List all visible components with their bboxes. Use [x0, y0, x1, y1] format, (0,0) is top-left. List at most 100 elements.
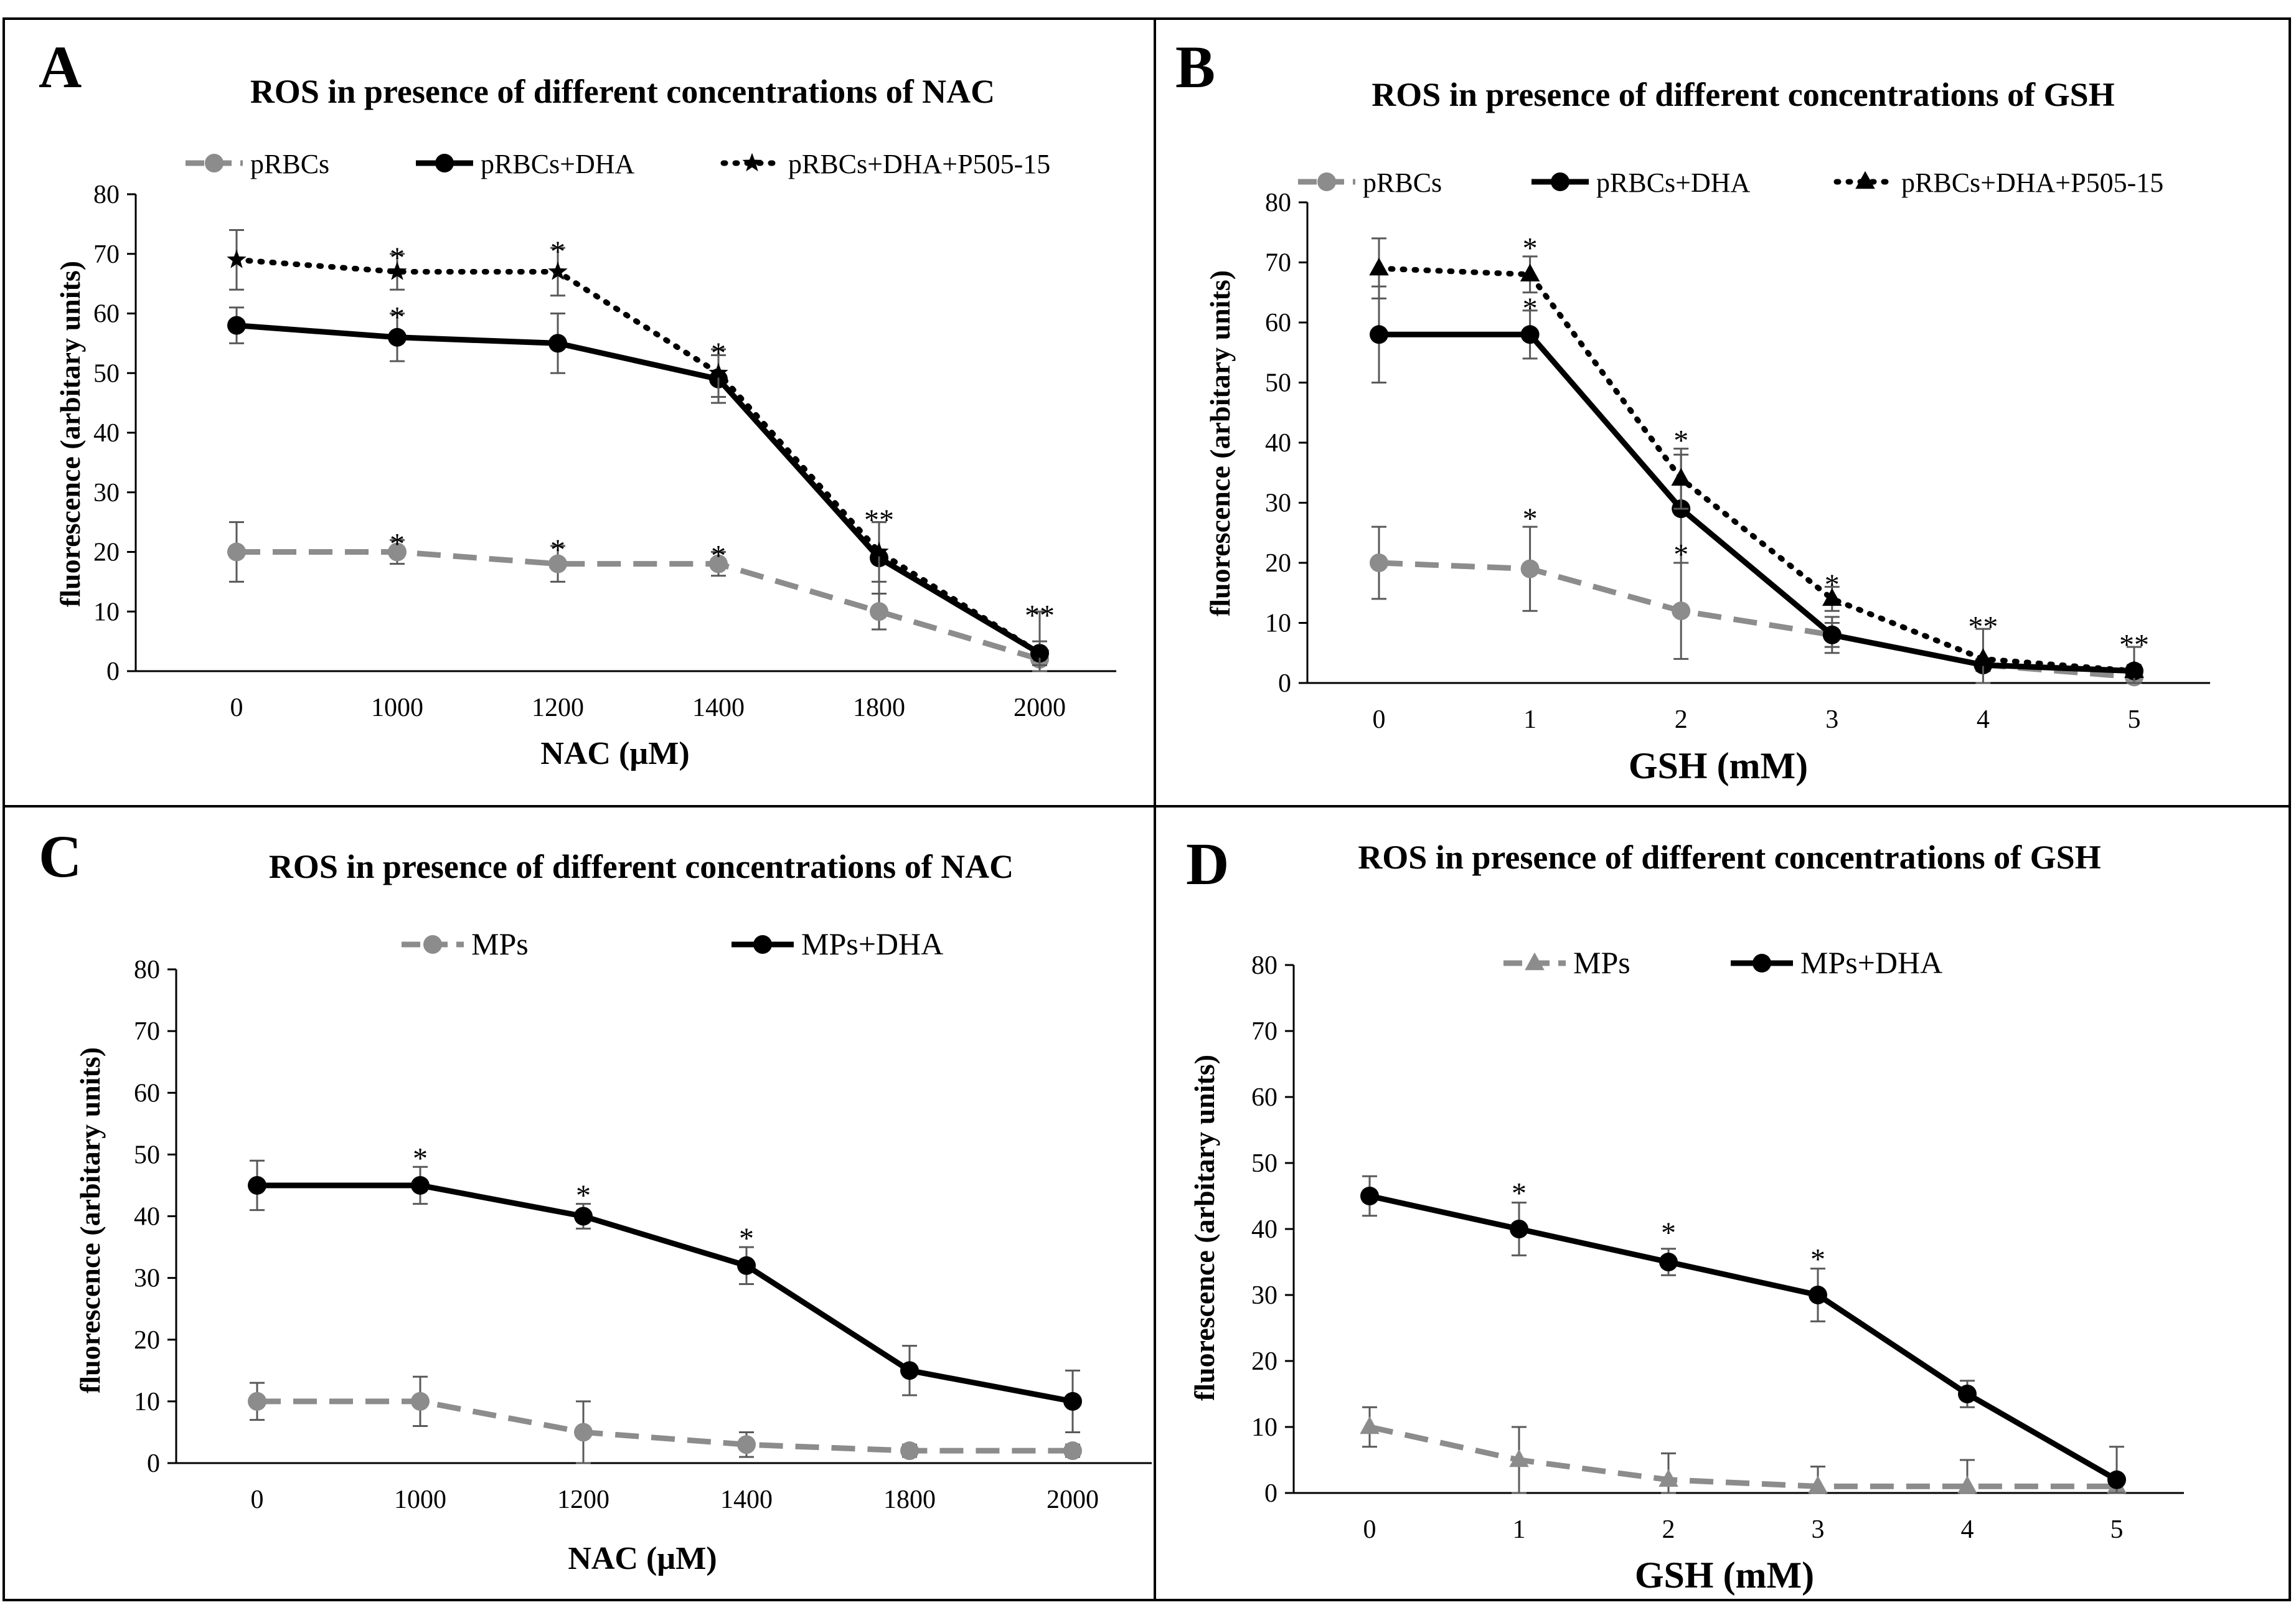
panel-c-series-1-point	[900, 1361, 919, 1380]
panel-b-legend-swatch-marker	[1317, 172, 1336, 191]
panel-b-significance-mark: *	[1825, 568, 1840, 601]
panel-b-legend-item-1: pRBCs+DHA	[1531, 167, 1751, 198]
panel-d-significance-mark: *	[1512, 1177, 1527, 1210]
panel-a-series-2-point	[387, 261, 407, 280]
panel-c-significance-mark: *	[413, 1142, 428, 1175]
panel-d-series-0-line	[1369, 1424, 2117, 1489]
figure-frame	[2, 17, 2291, 1601]
panel-d-y-tick-label: 80	[1251, 951, 1277, 980]
panel-a-series-0-point	[227, 542, 246, 562]
panel-a-y-tick-label: 10	[93, 598, 120, 626]
panel-c-series-0-point	[411, 1391, 430, 1411]
panel-d-letter: D	[1186, 831, 1229, 897]
panel-c-y-tick-label: 40	[134, 1203, 160, 1231]
panel-b-series-0-point	[1672, 601, 1691, 621]
panel-d-y-tick-label: 10	[1251, 1413, 1277, 1442]
panel-d-y-tick-label: 60	[1251, 1083, 1277, 1112]
panel-a-series-1-point	[227, 316, 246, 335]
panel-b-significance-mark: *	[1673, 424, 1688, 457]
panel-c-series-1	[248, 1159, 1082, 1433]
panel-d-title: ROS in presence of different concentrati…	[1358, 839, 2101, 876]
panel-c-series-1-point	[411, 1175, 430, 1195]
panel-d-x-axis-label: GSH (mM)	[1635, 1555, 1814, 1596]
panel-a-significance-mark: **	[1025, 599, 1055, 632]
panel-b-series-1	[1370, 285, 2143, 680]
panel-d-series-0-point	[1658, 1469, 1678, 1487]
panel-b-legend: pRBCs pRBCs+DHA pRBCs+DHA+P505-15	[1298, 167, 2163, 198]
panel-c-series-0	[248, 1375, 1082, 1464]
panel-a-legend-label: pRBCs+DHA	[481, 149, 635, 179]
panel-c-y-tick-label: 10	[134, 1388, 160, 1416]
panel-a-legend: pRBCs pRBCs+DHA pRBCs+DHA+P505-15	[186, 149, 1050, 179]
panel-b-series-2-point	[1671, 468, 1691, 486]
panel-a-legend-item-2: pRBCs+DHA+P505-15	[720, 149, 1050, 179]
panel-c-series-0-point	[737, 1435, 756, 1454]
panel-d: D ROS in presence of different concentra…	[1186, 831, 2184, 1596]
panel-a-x-tick-label: 0	[230, 694, 243, 722]
panel-c-y-tick-label: 0	[147, 1449, 160, 1478]
panel-b-series-2-point	[1369, 257, 1389, 276]
panel-d-series-0-point	[1509, 1449, 1529, 1467]
panel-b-y-tick-label: 50	[1265, 369, 1291, 398]
panel-d-significance-mark: *	[1661, 1217, 1676, 1250]
panel-b-series-2-line	[1376, 265, 2137, 674]
panel-c-legend-label: MPs+DHA	[801, 926, 943, 961]
panel-b-series-2	[1369, 237, 2144, 684]
panel-c-legend-swatch-marker	[753, 935, 772, 954]
panel-d-legend-label: MPs+DHA	[1800, 945, 1942, 980]
panel-b-series-0-point	[1370, 553, 1388, 572]
panel-d-x-tick-label: 4	[1961, 1515, 1974, 1544]
panel-c-letter: C	[39, 823, 82, 890]
panel-b-y-tick-label: 40	[1265, 429, 1291, 458]
panel-a-legend-label: pRBCs+DHA+P505-15	[788, 149, 1050, 179]
panel-a-x-tick-label: 1000	[371, 694, 423, 722]
panel-a-y-tick-label: 20	[93, 539, 120, 567]
panel-b-series-1-point	[1370, 325, 1388, 344]
panel-d-series-1-point	[1659, 1253, 1678, 1271]
panel-b-x-tick-label: 1	[1523, 705, 1536, 734]
panel-a-y-axis-label: fluorescence (arbitary units)	[54, 261, 86, 607]
panel-d-series-1-point	[1510, 1220, 1528, 1238]
panel-b-series-1-point	[1822, 625, 1842, 644]
panel-d-series-0	[1360, 1406, 2127, 1494]
panel-a-significance-mark: *	[711, 337, 726, 370]
panel-a-series-2-point	[1030, 643, 1050, 662]
panel-c-legend-item-1: MPs+DHA	[732, 926, 943, 961]
panel-c-x-tick-label: 0	[251, 1486, 264, 1514]
panel-c-x-tick-label: 1000	[394, 1486, 446, 1514]
panel-c-significance-mark: *	[576, 1179, 591, 1212]
panel-a-legend-swatch-marker	[435, 154, 454, 172]
panel-b-x-axis-label: GSH (mM)	[1629, 745, 1808, 786]
panel-b-x-tick-label: 4	[1977, 705, 1990, 734]
panel-c-y-tick-label: 60	[134, 1079, 160, 1108]
panel-a-series-0-point	[870, 602, 888, 621]
panel-c-x-tick-label: 1400	[720, 1486, 773, 1514]
panel-b-y-tick-label: 0	[1278, 669, 1291, 698]
panel-a-series-1-point	[548, 334, 567, 353]
panel-b-x-tick-label: 5	[2128, 705, 2141, 734]
panel-a-significance-mark: *	[390, 527, 405, 560]
panel-c-y-tick-label: 80	[134, 956, 160, 984]
panel-d-x-tick-label: 3	[1812, 1515, 1825, 1544]
panel-a-x-axis-label: NAC (µM)	[540, 736, 689, 771]
panel-c-y-tick-label: 50	[134, 1141, 160, 1169]
panel-d-series-1-point	[1360, 1187, 1379, 1205]
panel-b-series-2-point	[1520, 263, 1540, 282]
panel-d-x-tick-label: 5	[2110, 1515, 2124, 1544]
panel-b-x-tick-label: 0	[1373, 705, 1386, 734]
panel-b-y-tick-label: 10	[1265, 610, 1291, 638]
panel-b-legend-item-2: pRBCs+DHA+P505-15	[1833, 167, 2163, 198]
panel-d-y-tick-label: 30	[1251, 1281, 1277, 1310]
panel-d-y-tick-label: 0	[1264, 1479, 1277, 1508]
panel-b-series-0-point	[1520, 559, 1540, 578]
panel-c-x-tick-label: 1800	[883, 1486, 936, 1514]
panel-b-significance-mark: *	[1523, 232, 1538, 265]
panel-b-y-tick-label: 70	[1265, 249, 1291, 278]
panel-d-legend-item-0: MPs	[1503, 945, 1630, 980]
panel-d-series-0-point	[1360, 1416, 1380, 1434]
panel-a-y-tick-label: 70	[93, 240, 120, 269]
panel-c-significance-mark: *	[739, 1222, 754, 1255]
